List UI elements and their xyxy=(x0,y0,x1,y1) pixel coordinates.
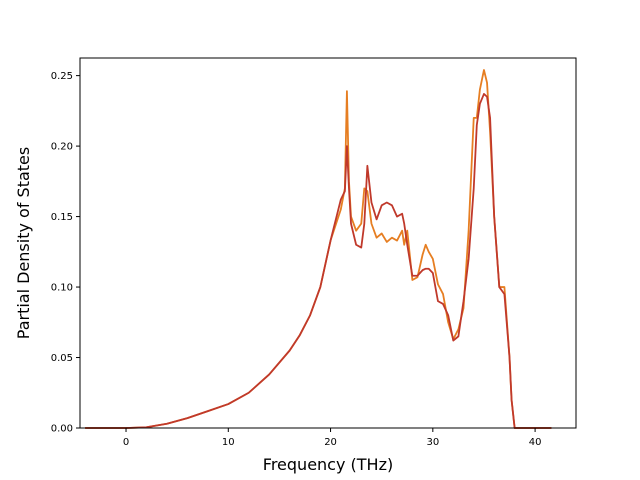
plot-frame xyxy=(79,57,577,429)
y-tick-label: 0.25 xyxy=(51,71,73,82)
x-tick-label: 40 xyxy=(529,437,542,448)
x-tick-label: 10 xyxy=(222,437,235,448)
y-tick-label: 0.00 xyxy=(51,424,73,435)
y-axis-label: Partial Density of States xyxy=(14,147,33,339)
y-tick-label: 0.10 xyxy=(51,283,73,294)
x-tick-label: 0 xyxy=(123,437,129,448)
plot-area xyxy=(80,58,576,428)
x-axis-label: Frequency (THz) xyxy=(263,455,393,474)
y-tick-label: 0.15 xyxy=(51,212,73,223)
y-tick-label: 0.05 xyxy=(51,353,73,364)
series-line-2 xyxy=(85,93,552,429)
x-tick-label: 20 xyxy=(324,437,337,448)
x-tick-label: 30 xyxy=(426,437,439,448)
series-layer xyxy=(85,69,552,429)
ticks-layer: 0 10 20 30 40 0.00 0.05 0.10 0.15 0.20 0.25 xyxy=(51,71,542,448)
y-tick-label: 0.20 xyxy=(51,142,73,153)
